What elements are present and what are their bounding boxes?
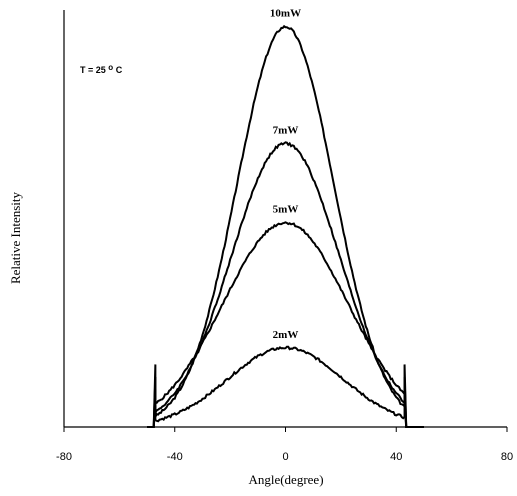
curve-2mW [147, 345, 424, 428]
x-tick-label-2: 0 [282, 451, 288, 463]
degree-symbol: o [108, 63, 113, 72]
curves-layer [147, 24, 424, 428]
series-label-10mW: 10mW [270, 8, 301, 20]
x-axis-title: Angle(degree) [248, 472, 323, 487]
series-label-7mW: 7mW [273, 124, 299, 136]
x-tick-label-3: 40 [390, 451, 402, 463]
temperature-annotation-prefix: T = 25 [80, 65, 106, 75]
y-axis-title: Relative Intensity [8, 191, 23, 284]
labels-layer: 10mW 7mW 5mW 2mW [270, 8, 301, 341]
x-tick-label-1: -40 [167, 451, 183, 463]
temperature-annotation: T = 25 o C [80, 62, 123, 75]
curve-7mW [147, 141, 424, 428]
series-label-2mW: 2mW [273, 329, 299, 341]
curve-5mW [147, 221, 424, 428]
temperature-annotation-suffix: C [116, 65, 123, 75]
series-label-5mW: 5mW [273, 204, 299, 216]
x-tick-label-4: 80 [501, 451, 513, 463]
axes-layer: -80 -40 0 40 80 [56, 10, 513, 463]
x-tick-label-0: -80 [56, 451, 72, 463]
